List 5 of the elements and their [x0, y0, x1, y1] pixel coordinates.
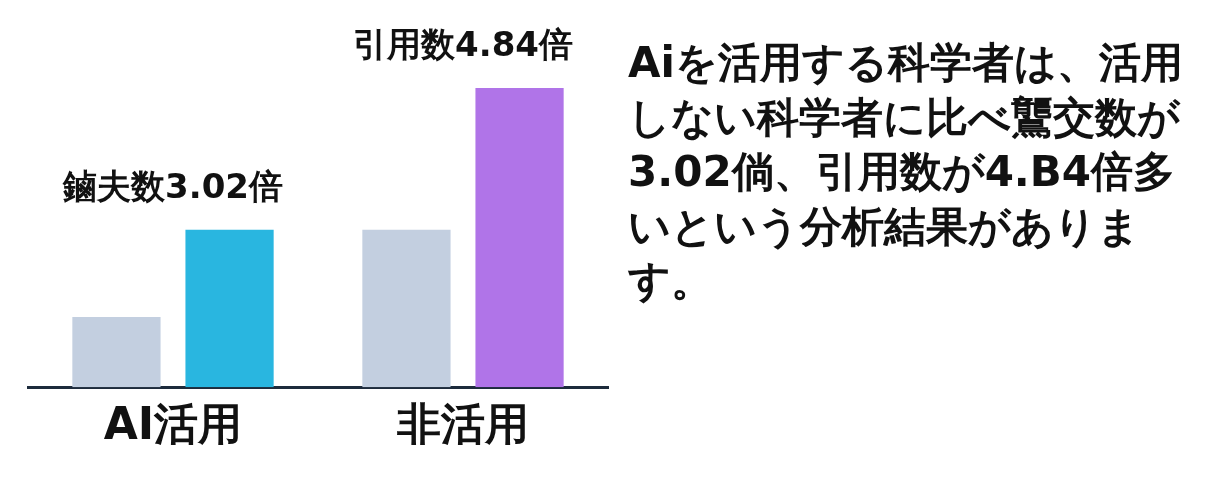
- annotation: 鏀夫数3.02倍: [62, 165, 283, 206]
- x-tick-label: 非活用: [396, 398, 529, 450]
- text: Aiを活用する科学者は、活用しない科学者に比べ鸗交数が3.02倘、引用数が4.B4倍多いという分析結果があります。: [628, 37, 1184, 308]
- text: 引用数4.84倍: [353, 23, 573, 64]
- x-tick-label: AI活用: [103, 398, 243, 450]
